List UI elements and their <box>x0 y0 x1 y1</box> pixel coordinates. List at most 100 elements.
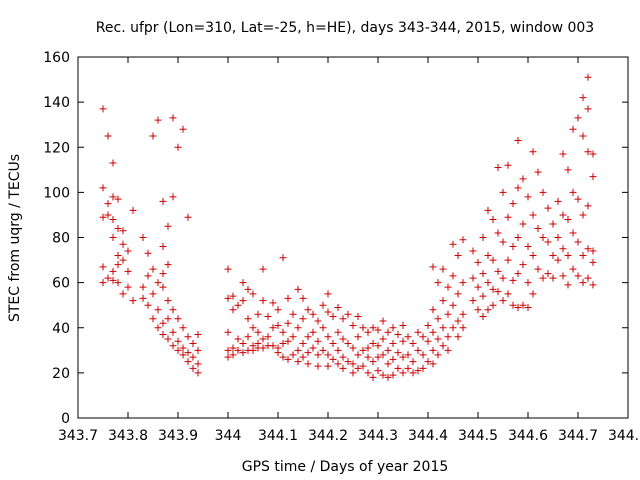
data-point <box>569 229 577 237</box>
data-point <box>379 351 387 359</box>
data-point <box>189 364 197 372</box>
data-point <box>114 195 122 203</box>
data-point <box>259 335 267 343</box>
data-point <box>394 349 402 357</box>
data-point <box>479 270 487 278</box>
data-point <box>354 364 362 372</box>
data-point <box>279 254 287 262</box>
data-point <box>514 270 522 278</box>
y-tick-label: 160 <box>43 50 70 66</box>
data-point <box>439 324 447 332</box>
data-point <box>154 306 162 314</box>
data-point <box>369 373 377 381</box>
x-axis: 343.7 343.8 343.9 344 344.1 344.2 344.3 344.4 34… <box>58 57 640 444</box>
data-point <box>409 358 417 366</box>
data-point <box>224 294 232 302</box>
data-point <box>469 247 477 255</box>
data-point <box>434 315 442 323</box>
data-point <box>584 245 592 253</box>
data-point <box>239 349 247 357</box>
chart-title: Rec. ufpr (Lon=310, Lat=-25, h=HE), days… <box>96 20 594 36</box>
data-point <box>589 150 597 158</box>
data-point <box>324 362 332 370</box>
data-point <box>539 274 547 282</box>
data-point <box>369 324 377 332</box>
data-point <box>534 265 542 273</box>
data-point <box>299 340 307 348</box>
data-point <box>459 310 467 318</box>
data-point <box>269 342 277 350</box>
data-point <box>329 340 337 348</box>
data-point <box>434 335 442 343</box>
data-points <box>99 73 597 381</box>
data-point <box>254 310 262 318</box>
x-tick-label: 344.6 <box>508 428 548 444</box>
data-point <box>489 215 497 223</box>
data-point <box>349 321 357 329</box>
data-point <box>109 276 117 284</box>
data-point <box>539 234 547 241</box>
data-point <box>179 125 187 133</box>
data-point <box>459 324 467 332</box>
data-point <box>454 252 462 260</box>
data-point <box>529 290 537 298</box>
data-point <box>399 337 407 345</box>
data-point <box>104 274 112 282</box>
data-point <box>234 346 242 354</box>
data-point <box>174 346 182 354</box>
data-point <box>229 306 237 314</box>
data-point <box>574 114 582 122</box>
data-point <box>399 321 407 329</box>
y-axis-label: STEC from uqrg / TECUs <box>7 154 23 322</box>
data-point <box>164 261 172 269</box>
data-point <box>559 245 567 253</box>
data-point <box>224 328 232 336</box>
data-point <box>259 344 267 352</box>
data-point <box>309 328 317 336</box>
data-point <box>429 346 437 354</box>
data-point <box>194 331 202 339</box>
data-point <box>174 315 182 323</box>
data-point <box>224 265 232 273</box>
data-point <box>164 222 172 230</box>
data-point <box>274 306 282 314</box>
data-point <box>224 346 232 354</box>
data-point <box>189 353 197 361</box>
data-point <box>454 290 462 298</box>
data-point <box>239 340 247 348</box>
data-point <box>474 306 482 314</box>
data-point <box>189 340 197 348</box>
data-point <box>229 292 237 300</box>
data-point <box>314 317 322 325</box>
data-point <box>294 285 302 293</box>
data-point <box>279 340 287 348</box>
data-point <box>424 358 432 366</box>
data-point <box>504 256 512 264</box>
data-point <box>574 195 582 203</box>
data-point <box>374 326 382 334</box>
data-point <box>159 283 167 291</box>
data-point <box>344 340 352 348</box>
data-point <box>489 285 497 293</box>
data-point <box>379 371 387 379</box>
data-point <box>314 362 322 370</box>
data-point <box>279 328 287 336</box>
data-point <box>244 285 252 293</box>
data-point <box>364 344 372 352</box>
data-point <box>409 340 417 348</box>
data-point <box>554 256 562 264</box>
data-point <box>194 360 202 368</box>
data-point <box>169 193 177 201</box>
data-point <box>419 351 427 359</box>
data-point <box>444 333 452 341</box>
data-point <box>509 276 517 284</box>
data-point <box>514 234 522 241</box>
data-point <box>494 229 502 237</box>
data-point <box>99 184 107 192</box>
data-point <box>564 281 572 289</box>
data-point <box>404 351 412 359</box>
data-point <box>494 267 502 275</box>
data-point <box>499 274 507 282</box>
data-point <box>114 279 122 287</box>
data-point <box>569 265 577 273</box>
